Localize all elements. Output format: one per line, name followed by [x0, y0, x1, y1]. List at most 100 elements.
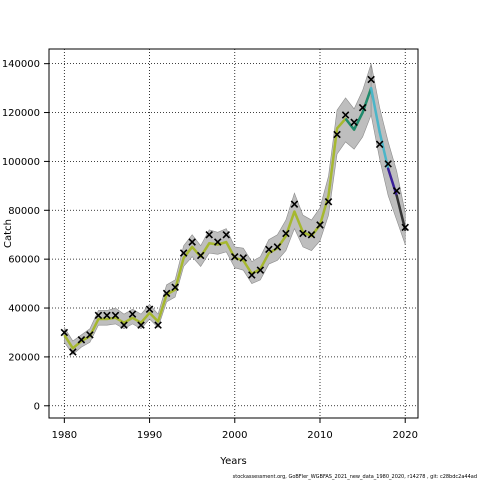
observed-point-stroke — [86, 331, 94, 339]
observed-point-stroke — [290, 200, 299, 208]
axes: 1980 1990 2000 2010 2020 0 20000 40000 60000 8000… — [2, 59, 418, 441]
observed-point — [69, 348, 77, 356]
fitted-line-tail — [344, 87, 373, 131]
observed-point — [86, 331, 94, 339]
observed-point-stroke — [205, 230, 213, 239]
observed-point — [384, 160, 392, 168]
observed-point-stroke — [154, 321, 162, 329]
observed-catch-points — [60, 75, 409, 356]
source-footnote: stockassessment.org, GoBFler_WGBFAS_2021… — [233, 474, 477, 480]
observed-point — [239, 254, 248, 262]
plot-frame — [48, 48, 419, 419]
observed-point — [205, 230, 213, 239]
observed-point-stroke — [188, 238, 196, 246]
observed-point — [256, 266, 265, 274]
observed-point-stroke — [273, 243, 282, 251]
observed-point — [248, 271, 256, 279]
observed-point — [196, 251, 205, 260]
observed-point — [367, 75, 375, 84]
x-tick-label: 1990 — [137, 430, 162, 441]
observed-point-stroke — [179, 249, 188, 257]
observed-point-stroke — [222, 230, 231, 239]
observed-point-stroke — [69, 348, 77, 356]
observed-point-stroke — [103, 311, 111, 320]
y-tick-label: 40000 — [8, 304, 40, 315]
observed-point-stroke — [256, 266, 265, 274]
x-tick-label: 2010 — [307, 430, 332, 441]
observed-point-stroke — [333, 130, 341, 139]
observed-point — [77, 336, 86, 344]
observed-point-stroke — [341, 111, 350, 119]
y-axis-title: Catch — [3, 219, 14, 248]
observed-point-stroke — [324, 197, 333, 206]
observed-point-stroke — [392, 186, 401, 195]
observed-point — [162, 289, 171, 298]
observed-point — [231, 252, 239, 261]
observed-point-stroke — [367, 75, 375, 84]
observed-point — [111, 311, 120, 320]
observed-point-stroke — [358, 103, 367, 112]
observed-point-stroke — [231, 252, 239, 261]
forecast-segment — [369, 86, 381, 134]
observed-point — [137, 321, 145, 329]
y-tick-label: 140000 — [2, 59, 40, 70]
observed-point-stroke — [401, 223, 409, 232]
observed-point — [273, 243, 282, 251]
observed-point — [103, 311, 111, 320]
observed-point-stroke — [307, 230, 316, 239]
observed-point — [128, 310, 137, 318]
observed-point-stroke — [316, 221, 324, 229]
observed-point — [307, 230, 316, 239]
observed-point — [392, 186, 401, 195]
observed-point-stroke — [162, 289, 171, 298]
observed-point — [299, 229, 307, 238]
observed-point-stroke — [128, 310, 137, 318]
observed-point — [179, 249, 188, 257]
observed-point-stroke — [375, 140, 384, 149]
forecast-band — [370, 63, 406, 245]
observed-point-stroke — [384, 160, 392, 168]
observed-point-stroke — [60, 328, 69, 337]
observed-point — [60, 328, 69, 337]
y-tick-label: 80000 — [8, 206, 40, 217]
observed-point-stroke — [111, 311, 120, 320]
observed-point — [350, 118, 358, 127]
observed-point — [265, 245, 273, 254]
observed-point-stroke — [77, 336, 86, 344]
observed-point — [188, 238, 196, 246]
y-tick-label: 60000 — [8, 255, 40, 266]
observed-point-stroke — [213, 238, 222, 246]
observed-point-stroke — [265, 245, 273, 254]
observed-point — [375, 140, 384, 149]
observed-point — [401, 223, 409, 232]
observed-point — [333, 130, 341, 139]
observed-point — [154, 321, 162, 329]
observed-point — [222, 230, 231, 239]
x-tick-label: 2000 — [222, 430, 247, 441]
x-tick-label: 2020 — [392, 430, 417, 441]
observed-point-stroke — [145, 305, 154, 314]
observed-point-stroke — [196, 251, 205, 260]
observed-point — [171, 283, 179, 292]
observed-point-stroke — [171, 283, 179, 292]
observed-point — [316, 221, 324, 229]
observed-point — [282, 229, 290, 238]
observed-point-stroke — [239, 254, 248, 262]
x-tick-label: 1980 — [52, 430, 77, 441]
observed-point — [145, 305, 154, 314]
observed-point-stroke — [120, 321, 128, 329]
observed-point-stroke — [137, 321, 145, 329]
x-axis-title: Years — [219, 456, 246, 467]
observed-point-stroke — [282, 229, 290, 238]
observed-point-stroke — [248, 271, 256, 279]
y-tick-label: 120000 — [2, 108, 40, 119]
observed-point — [341, 111, 350, 119]
observed-point — [213, 238, 222, 246]
observed-point — [324, 197, 333, 206]
observed-point — [358, 103, 367, 112]
y-tick-label: 100000 — [2, 157, 40, 168]
observed-point-stroke — [94, 311, 103, 320]
observed-point — [94, 311, 103, 320]
forecast-segment — [395, 194, 407, 232]
